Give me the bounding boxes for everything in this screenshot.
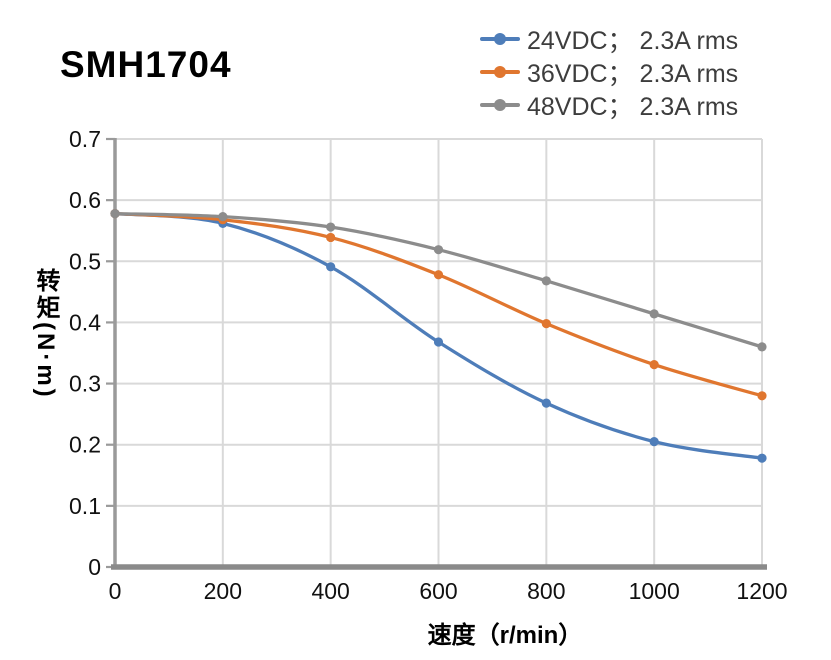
- x-tick-label: 1000: [629, 578, 680, 604]
- x-axis-title: 速度（r/min）: [427, 622, 583, 649]
- legend-marker-dot: [494, 98, 506, 111]
- data-point-marker: [649, 360, 659, 370]
- data-point-marker: [110, 208, 120, 219]
- legend-label: 48VDC； 2.3A rms: [527, 92, 739, 121]
- x-tick-label: 800: [527, 578, 565, 604]
- y-axis-title: 转矩(N·m): [32, 268, 59, 400]
- y-tick-label: 0.2: [69, 432, 101, 458]
- data-point-marker: [757, 453, 767, 463]
- y-tick-label: 0.1: [69, 493, 101, 519]
- legend-marker-icon: [480, 32, 520, 46]
- y-tick-label: 0.7: [69, 126, 101, 152]
- legend: 24VDC； 2.3A rms 36VDC； 2.3A rms 48VDC； 2.3…: [480, 22, 738, 121]
- legend-item: 36VDC； 2.3A rms: [480, 55, 738, 88]
- data-point-marker: [218, 212, 228, 222]
- legend-item: 48VDC； 2.3A rms: [480, 88, 738, 121]
- data-point-marker: [433, 245, 444, 255]
- data-point-marker: [541, 276, 551, 286]
- legend-label: 36VDC； 2.3A rms: [527, 59, 739, 88]
- y-tick-label: 0: [88, 554, 101, 580]
- y-tick-label: 0.6: [69, 187, 101, 213]
- legend-marker-icon: [480, 98, 520, 112]
- x-tick-label: 600: [419, 578, 457, 604]
- data-point-marker: [433, 337, 444, 347]
- data-point-marker: [326, 232, 336, 243]
- legend-label: 24VDC； 2.3A rms: [527, 26, 739, 55]
- y-tick-label: 0.5: [69, 248, 101, 274]
- legend-marker-dot: [494, 65, 506, 78]
- x-tick-label: 400: [311, 578, 349, 604]
- data-point-marker: [326, 222, 336, 232]
- y-tick-label: 0.3: [69, 371, 101, 397]
- data-point-marker: [433, 270, 444, 280]
- y-tick-label: 0.4: [69, 309, 101, 335]
- data-point-marker: [326, 262, 336, 272]
- legend-marker-icon: [480, 65, 520, 79]
- data-point-marker: [757, 342, 767, 352]
- data-point-marker: [757, 391, 767, 401]
- legend-marker-dot: [494, 32, 506, 45]
- data-point-marker: [541, 398, 551, 408]
- x-tick-label: 1200: [736, 578, 787, 604]
- chart-title: SMH1704: [60, 44, 232, 85]
- data-point-marker: [541, 319, 551, 329]
- data-point-marker: [649, 309, 659, 319]
- legend-item: 24VDC； 2.3A rms: [480, 22, 738, 55]
- x-tick-label: 200: [204, 578, 242, 604]
- data-point-marker: [649, 437, 659, 447]
- x-tick-label: 0: [109, 578, 122, 604]
